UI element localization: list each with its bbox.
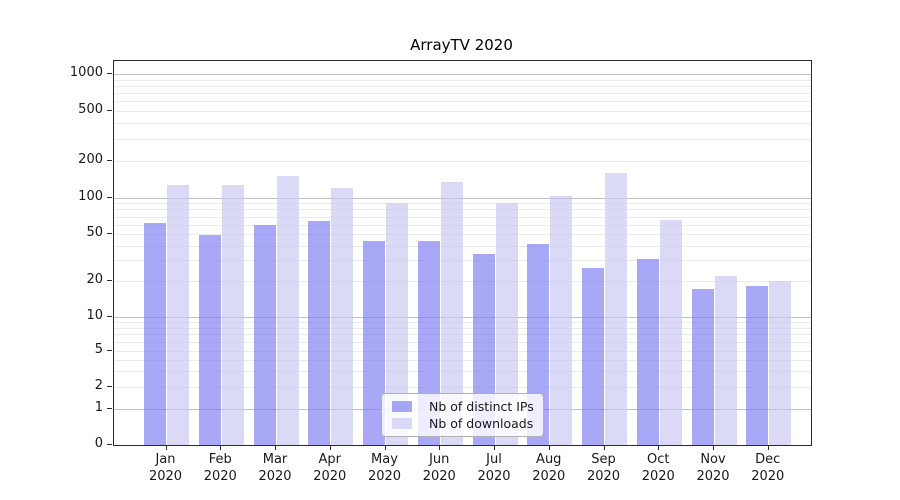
y-tick-mark — [107, 280, 112, 281]
bar-downloads-jul — [495, 202, 518, 445]
x-tick-mark — [275, 445, 276, 450]
bar-downloads-oct — [659, 220, 682, 445]
y-tick-mark — [107, 386, 112, 387]
bar-downloads-mar — [276, 176, 299, 445]
x-tick-label-sep: Sep 2020 — [586, 452, 621, 484]
gridline-minor — [114, 85, 811, 87]
y-tick-mark — [107, 196, 112, 198]
y-tick-mark — [107, 407, 112, 409]
x-tick-label-dec: Dec 2020 — [751, 452, 785, 484]
x-tick-label-mar: Mar 2020 — [258, 452, 292, 484]
bar-downloads-dec — [769, 281, 792, 445]
x-tick-label-oct: Oct 2020 — [641, 452, 675, 484]
legend-label-ips: Nb of distinct IPs — [429, 399, 534, 414]
bar-ips-apr — [308, 221, 331, 445]
x-tick-label-aug: Aug 2020 — [532, 452, 566, 484]
x-tick-label-jun: Jun 2020 — [422, 452, 456, 484]
gridline-major — [114, 74, 811, 75]
legend-label-downloads: Nb of downloads — [429, 416, 534, 431]
y-tick-label: 10 — [86, 307, 103, 323]
x-tick-mark — [220, 445, 222, 450]
gridline-minor — [114, 93, 811, 95]
bar-ips-jan — [144, 222, 166, 445]
x-tick-label-jul: Jul 2020 — [477, 452, 511, 484]
x-tick-mark — [767, 445, 769, 450]
gridline-minor — [114, 138, 811, 140]
bar-ips-dec — [746, 286, 769, 445]
y-tick-label: 200 — [78, 152, 103, 167]
y-tick-label: 0 — [94, 436, 103, 451]
gridline-minor — [114, 79, 811, 81]
y-tick-label: 20 — [86, 272, 103, 287]
y-tick-label: 2 — [94, 378, 103, 393]
bar-ips-may — [363, 240, 385, 445]
y-tick-mark — [107, 73, 112, 74]
x-tick-mark — [329, 445, 331, 450]
y-tick-label: 100 — [78, 188, 103, 204]
plot-area: Nb of distinct IPs Nb of downloads — [113, 60, 812, 446]
bar-ips-nov — [691, 289, 714, 445]
gridline-minor — [114, 101, 811, 103]
x-tick-mark — [658, 445, 660, 450]
y-tick-mark — [107, 350, 112, 351]
chart-title: ArrayTV 2020 — [410, 36, 513, 54]
gridline-minor — [114, 111, 811, 112]
y-tick-mark — [107, 315, 112, 317]
gridline-minor — [114, 161, 811, 162]
x-tick-mark — [548, 445, 550, 450]
legend-swatch-ips-icon — [392, 401, 412, 412]
legend-row-ips: Nb of distinct IPs — [392, 399, 535, 414]
x-tick-mark — [165, 445, 167, 450]
bar-downloads-jan — [167, 185, 189, 445]
x-tick-mark — [713, 445, 714, 450]
y-tick-label: 500 — [78, 102, 103, 117]
bar-downloads-apr — [331, 187, 354, 445]
y-tick-label: 50 — [86, 225, 103, 241]
legend: Nb of distinct IPs Nb of downloads — [381, 393, 544, 437]
y-tick-mark — [107, 233, 112, 235]
bar-downloads-nov — [714, 276, 737, 445]
bar-downloads-jun — [440, 182, 463, 445]
x-tick-label-may: May 2020 — [367, 452, 402, 484]
x-tick-mark — [494, 445, 495, 450]
y-tick-label: 1000 — [69, 65, 103, 80]
bar-downloads-sep — [605, 173, 627, 445]
bar-ips-mar — [253, 224, 276, 445]
y-tick-mark — [107, 110, 112, 111]
y-tick-label: 5 — [94, 342, 103, 357]
legend-swatch-downloads-icon — [392, 418, 412, 429]
bar-downloads-feb — [221, 184, 244, 445]
x-tick-mark — [603, 445, 605, 450]
y-tick-label: 1 — [94, 399, 103, 415]
y-tick-mark — [107, 160, 112, 161]
bar-ips-feb — [198, 235, 221, 445]
x-tick-label-apr: Apr 2020 — [313, 452, 347, 484]
bar-ips-oct — [636, 258, 659, 445]
x-tick-label-jan: Jan 2020 — [148, 452, 183, 484]
gridline-minor — [114, 123, 811, 125]
x-tick-mark — [439, 445, 441, 450]
legend-row-downloads: Nb of downloads — [392, 416, 535, 431]
bar-downloads-aug — [550, 195, 573, 445]
x-tick-label-nov: Nov 2020 — [696, 452, 730, 484]
bar-downloads-may — [386, 202, 408, 445]
x-tick-label-feb: Feb 2020 — [203, 452, 237, 484]
bar-ips-sep — [582, 267, 604, 445]
x-tick-mark — [384, 445, 386, 450]
y-tick-mark — [107, 444, 112, 445]
